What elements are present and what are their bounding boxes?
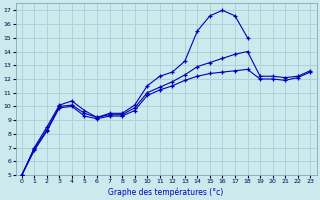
X-axis label: Graphe des températures (°c): Graphe des températures (°c) (108, 187, 224, 197)
